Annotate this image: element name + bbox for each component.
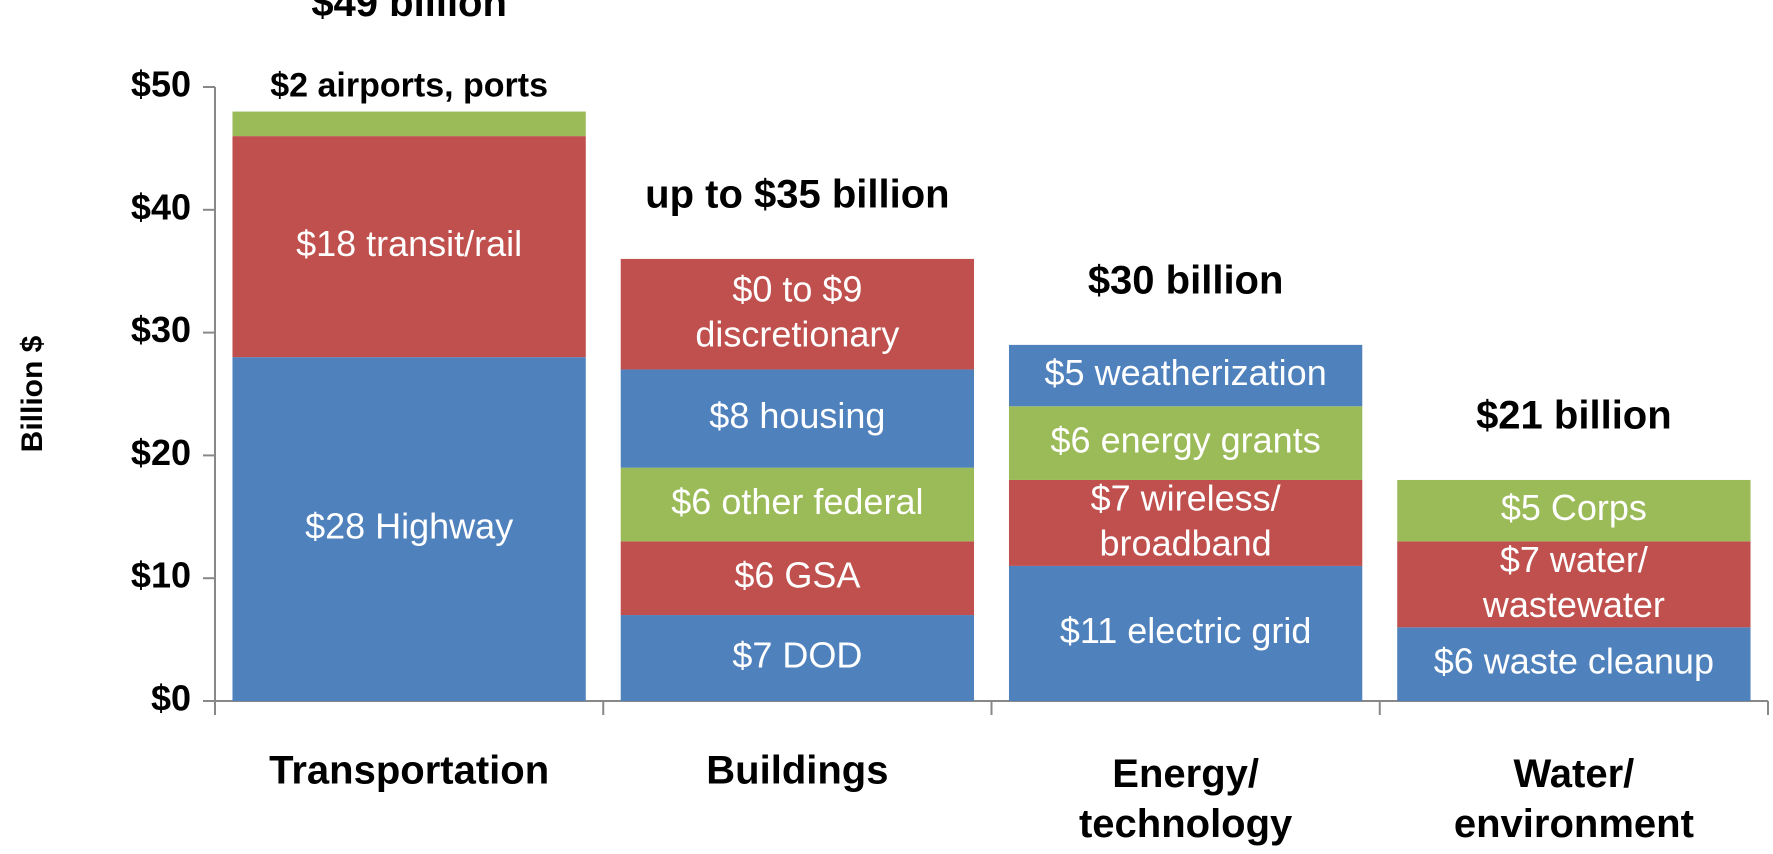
y-tick-label: $30 — [131, 309, 191, 350]
total-label: up to $35 billion — [645, 172, 949, 216]
y-tick-label: $0 — [151, 678, 191, 719]
segment-label: $11 electric grid — [1060, 610, 1311, 651]
segment-label: $7 DOD — [732, 635, 862, 676]
x-tick-label: Energy/technology — [1079, 752, 1293, 846]
bar-segment — [620, 467, 975, 542]
bar-segment — [1397, 627, 1751, 701]
segment-label: $7 water/wastewater — [1482, 538, 1665, 624]
total-label: $30 billion — [1088, 258, 1284, 302]
y-tick-label: $40 — [131, 186, 191, 227]
bar-segment — [1008, 479, 1363, 566]
segment-label: $5 Corps — [1501, 487, 1647, 528]
segment-label: $6 waste cleanup — [1434, 641, 1714, 682]
segment-label: $28 Highway — [305, 506, 513, 547]
segment-label: $6 GSA — [734, 555, 860, 596]
segment-label: $0 to $9 discretionary — [695, 268, 899, 354]
segment-label: $6 energy grants — [1051, 420, 1321, 461]
y-axis-label: Billion $ — [16, 335, 49, 452]
bar-segment — [620, 258, 975, 370]
y-tick-label: $50 — [131, 64, 191, 105]
bar-segment — [1008, 406, 1363, 480]
bar-segment — [232, 136, 586, 358]
total-label: $21 billion — [1476, 394, 1672, 438]
x-tick-label: Buildings — [706, 749, 888, 793]
bar-segment — [620, 615, 975, 701]
x-tick-label: Transportation — [269, 749, 549, 793]
segment-label: $6 other federal — [671, 481, 923, 522]
y-tick-label: $20 — [131, 432, 191, 473]
segment-label: $2 airports, ports — [270, 67, 548, 105]
y-tick-label: $10 — [131, 555, 191, 596]
bar-segment — [1397, 541, 1751, 628]
bar-segment — [232, 357, 586, 701]
segment-label: $8 housing — [709, 395, 885, 436]
bar-segment — [1397, 479, 1751, 542]
bar-segment — [620, 541, 975, 616]
bar-segment — [1008, 344, 1363, 407]
bar-segment — [232, 111, 586, 137]
segment-label: $7 wireless/broadband — [1091, 477, 1281, 563]
bar-segment — [1008, 565, 1363, 701]
total-label: $49 billion — [311, 0, 507, 25]
x-tick-label: Water/environment — [1454, 752, 1694, 846]
segment-label: $18 transit/rail — [296, 223, 522, 264]
segment-label: $5 weatherization — [1045, 352, 1327, 393]
bar-segment — [620, 369, 975, 468]
